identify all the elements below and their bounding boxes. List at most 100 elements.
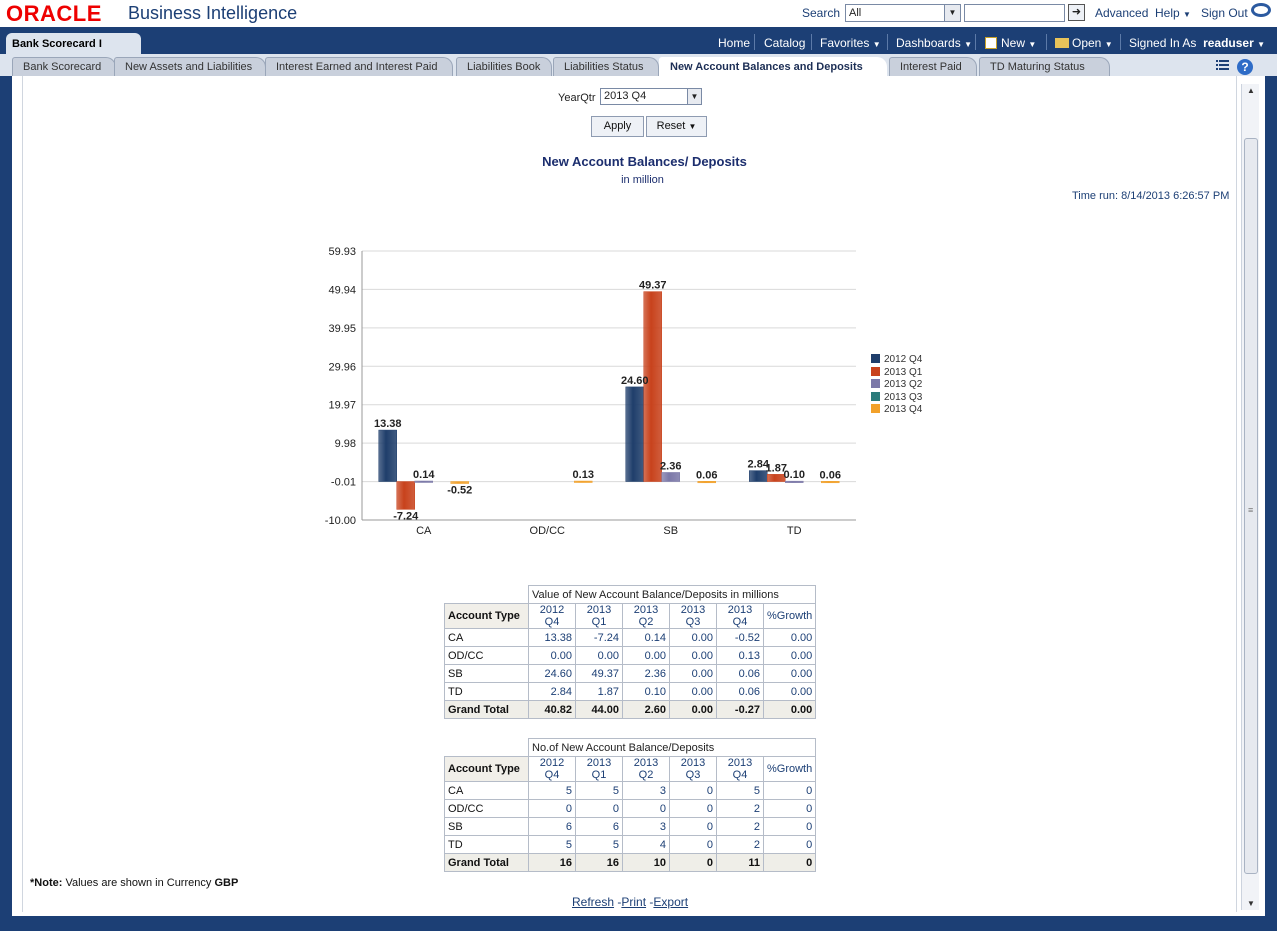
scroll-down-icon[interactable]: ▼ bbox=[1247, 899, 1255, 908]
row-label: SB bbox=[444, 817, 529, 836]
value-cell[interactable]: 2.36 bbox=[622, 664, 670, 683]
yearqtr-select[interactable]: 2013 Q4 ▼ bbox=[600, 88, 702, 105]
column-header[interactable]: 2012 Q4 bbox=[528, 603, 576, 629]
column-header[interactable]: 2012 Q4 bbox=[528, 756, 576, 782]
page-options-icon[interactable] bbox=[1216, 59, 1229, 71]
value-cell[interactable]: 0.00 bbox=[762, 682, 817, 701]
tab-new-assets-liabilities[interactable]: New Assets and Liabilities bbox=[114, 57, 266, 76]
value-cell[interactable]: 0.00 bbox=[762, 628, 817, 647]
tab-interest-paid[interactable]: Interest Paid bbox=[889, 57, 977, 76]
value-cell[interactable]: 0.00 bbox=[528, 646, 576, 665]
value-cell[interactable]: 5 bbox=[716, 781, 764, 800]
table-row: OD/CC 0.00 0.00 0.00 0.00 0.13 0.00 bbox=[444, 646, 817, 665]
value-cell[interactable]: 24.60 bbox=[528, 664, 576, 683]
value-cell[interactable]: -0.52 bbox=[716, 628, 764, 647]
value-cell[interactable]: 0.10 bbox=[622, 682, 670, 701]
value-cell[interactable]: 0 bbox=[762, 835, 817, 854]
refresh-link[interactable]: Refresh bbox=[572, 895, 615, 909]
signed-in-menu[interactable]: Signed In As readuser ▼ bbox=[1129, 36, 1265, 50]
tab-liabilities-book[interactable]: Liabilities Book bbox=[456, 57, 552, 76]
value-cell[interactable]: 0 bbox=[669, 799, 717, 818]
tab-td-maturing-status[interactable]: TD Maturing Status bbox=[979, 57, 1110, 76]
search-go-button[interactable]: ➜ bbox=[1068, 4, 1085, 21]
help-icon[interactable]: ? bbox=[1237, 59, 1253, 75]
help-menu[interactable]: Help ▼ bbox=[1155, 6, 1191, 20]
chart-subtitle: in million bbox=[621, 174, 664, 186]
value-cell[interactable]: 5 bbox=[528, 781, 576, 800]
total-cell: 10 bbox=[622, 853, 670, 872]
value-cell[interactable]: 0.00 bbox=[762, 646, 817, 665]
value-cell[interactable]: 0.00 bbox=[669, 646, 717, 665]
column-header[interactable]: %Growth bbox=[762, 603, 817, 629]
value-cell[interactable]: 13.38 bbox=[528, 628, 576, 647]
value-cell[interactable]: 0.00 bbox=[669, 664, 717, 683]
value-cell[interactable]: 5 bbox=[528, 835, 576, 854]
value-cell[interactable]: 3 bbox=[622, 781, 670, 800]
sign-out-link[interactable]: Sign Out bbox=[1201, 6, 1248, 20]
tab-liabilities-status[interactable]: Liabilities Status bbox=[553, 57, 659, 76]
value-cell[interactable]: 5 bbox=[575, 781, 623, 800]
value-cell[interactable]: 0 bbox=[762, 781, 817, 800]
value-cell[interactable]: 49.37 bbox=[575, 664, 623, 683]
export-link[interactable]: Export bbox=[653, 895, 689, 909]
tab-interest-earned-paid[interactable]: Interest Earned and Interest Paid bbox=[265, 57, 453, 76]
oracle-logo: ORACLE bbox=[6, 1, 102, 26]
column-header[interactable]: 2013 Q2 bbox=[622, 603, 670, 629]
column-header[interactable]: %Growth bbox=[762, 756, 817, 782]
value-cell[interactable]: 2 bbox=[716, 799, 764, 818]
value-cell[interactable]: 0.00 bbox=[669, 682, 717, 701]
home-link[interactable]: Home bbox=[718, 36, 751, 50]
column-header[interactable]: 2013 Q1 bbox=[575, 756, 623, 782]
print-link[interactable]: Print bbox=[621, 895, 647, 909]
column-header[interactable]: 2013 Q2 bbox=[622, 756, 670, 782]
value-cell[interactable]: 2 bbox=[716, 817, 764, 836]
new-menu[interactable]: New ▼ bbox=[985, 36, 1036, 50]
value-cell[interactable]: 0.06 bbox=[716, 664, 764, 683]
value-cell[interactable]: 0.06 bbox=[716, 682, 764, 701]
value-cell[interactable]: -7.24 bbox=[575, 628, 623, 647]
value-cell[interactable]: 0 bbox=[669, 835, 717, 854]
search-input[interactable] bbox=[964, 4, 1065, 22]
favorites-menu[interactable]: Favorites ▼ bbox=[820, 36, 881, 50]
value-cell[interactable]: 4 bbox=[622, 835, 670, 854]
value-cell[interactable]: 0.00 bbox=[575, 646, 623, 665]
scroll-thumb[interactable]: ≡ bbox=[1244, 138, 1258, 874]
value-cell[interactable]: 3 bbox=[622, 817, 670, 836]
value-cell[interactable]: 1.87 bbox=[575, 682, 623, 701]
vertical-scrollbar[interactable]: ▲ ≡ ▼ bbox=[1241, 84, 1259, 910]
value-cell[interactable]: 6 bbox=[528, 817, 576, 836]
grand-total-row: Grand Total 40.82 44.00 2.60 0.00 -0.27 … bbox=[444, 700, 817, 719]
value-cell[interactable]: 0.14 bbox=[622, 628, 670, 647]
value-cell[interactable]: 0 bbox=[762, 817, 817, 836]
value-cell[interactable]: 2 bbox=[716, 835, 764, 854]
open-menu[interactable]: Open ▼ bbox=[1055, 36, 1113, 50]
column-header[interactable]: 2013 Q3 bbox=[669, 756, 717, 782]
value-cell[interactable]: 0 bbox=[669, 817, 717, 836]
value-cell[interactable]: 6 bbox=[575, 817, 623, 836]
reset-button[interactable]: Reset ▼ bbox=[646, 116, 707, 137]
value-cell[interactable]: 0 bbox=[669, 781, 717, 800]
value-cell[interactable]: 0.00 bbox=[622, 646, 670, 665]
tab-bank-scorecard[interactable]: Bank Scorecard bbox=[12, 57, 116, 76]
value-cell[interactable]: 0 bbox=[528, 799, 576, 818]
scroll-up-icon[interactable]: ▲ bbox=[1247, 86, 1255, 95]
value-cell[interactable]: 5 bbox=[575, 835, 623, 854]
column-header[interactable]: 2013 Q1 bbox=[575, 603, 623, 629]
column-header[interactable]: 2013 Q4 bbox=[716, 756, 764, 782]
column-header[interactable]: 2013 Q3 bbox=[669, 603, 717, 629]
column-header[interactable]: 2013 Q4 bbox=[716, 603, 764, 629]
value-cell[interactable]: 0.00 bbox=[762, 664, 817, 683]
value-cell[interactable]: 0 bbox=[575, 799, 623, 818]
apply-button[interactable]: Apply bbox=[591, 116, 644, 137]
nav-divider bbox=[1046, 34, 1047, 50]
catalog-link[interactable]: Catalog bbox=[764, 36, 806, 50]
value-cell[interactable]: 2.84 bbox=[528, 682, 576, 701]
value-cell[interactable]: 0.00 bbox=[669, 628, 717, 647]
advanced-search-link[interactable]: Advanced bbox=[1095, 6, 1149, 20]
tab-new-account-balances-deposits[interactable]: New Account Balances and Deposits bbox=[659, 57, 887, 77]
search-scope-select[interactable]: All ▼ bbox=[845, 4, 961, 22]
dashboards-menu[interactable]: Dashboards ▼ bbox=[896, 36, 972, 50]
value-cell[interactable]: 0 bbox=[762, 799, 817, 818]
value-cell[interactable]: 0.13 bbox=[716, 646, 764, 665]
value-cell[interactable]: 0 bbox=[622, 799, 670, 818]
